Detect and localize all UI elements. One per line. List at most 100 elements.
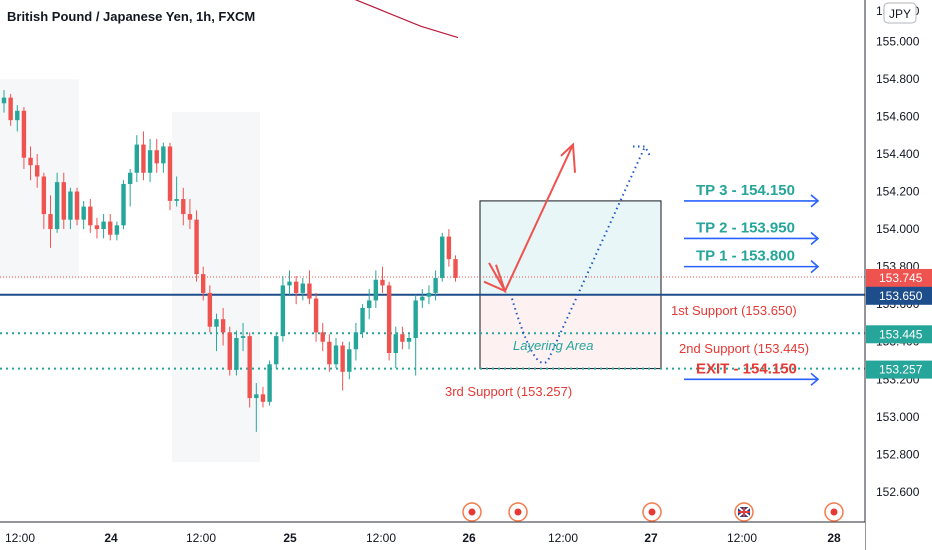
candle[interactable] — [181, 187, 186, 226]
uk-flag-icon[interactable] — [734, 502, 754, 522]
candle-body — [274, 336, 279, 365]
currency-badge[interactable]: JPY — [883, 2, 917, 24]
candle-body — [413, 300, 418, 338]
candle[interactable] — [68, 187, 73, 230]
candle[interactable] — [260, 386, 266, 408]
candle-body — [247, 336, 252, 399]
candle[interactable] — [134, 135, 139, 183]
candle[interactable] — [380, 266, 385, 293]
time-tick-label: 28 — [827, 531, 841, 545]
candle[interactable] — [373, 270, 379, 308]
candle[interactable] — [201, 266, 206, 301]
candle[interactable] — [167, 142, 173, 211]
candle[interactable] — [234, 330, 239, 376]
candle[interactable] — [154, 138, 159, 173]
candle[interactable] — [141, 131, 146, 181]
candle-body — [147, 150, 153, 173]
tp3-arrowhead — [810, 194, 820, 208]
candle[interactable] — [367, 289, 372, 320]
candle[interactable] — [274, 332, 279, 369]
support-2-badge-box — [866, 325, 932, 344]
candle[interactable] — [48, 195, 53, 248]
support-3-badge[interactable]: 153.257 — [866, 360, 932, 379]
candle[interactable] — [413, 294, 418, 376]
candle[interactable] — [440, 232, 445, 282]
candle[interactable] — [386, 281, 392, 361]
candle[interactable] — [147, 138, 153, 183]
candle[interactable] — [15, 105, 20, 132]
candle[interactable] — [214, 313, 219, 352]
candle[interactable] — [54, 172, 60, 233]
candle[interactable] — [227, 326, 232, 376]
candle[interactable] — [426, 285, 432, 305]
candle[interactable] — [420, 289, 425, 308]
candle[interactable] — [340, 341, 345, 391]
candle[interactable] — [35, 153, 40, 188]
candle[interactable] — [114, 221, 120, 241]
candle-body — [433, 277, 438, 293]
candle[interactable] — [127, 168, 133, 207]
price-tick-label: 155.000 — [876, 34, 920, 48]
candle[interactable] — [320, 322, 325, 352]
economic-event-icon[interactable] — [642, 502, 662, 522]
event-dot — [648, 508, 656, 516]
candle[interactable] — [267, 360, 272, 406]
candle[interactable] — [21, 107, 27, 169]
candle[interactable] — [174, 176, 179, 207]
candle[interactable] — [101, 214, 106, 239]
candle[interactable] — [280, 276, 286, 342]
support-1-badge-text: 153.650 — [879, 289, 923, 303]
candle[interactable] — [353, 322, 359, 361]
economic-event-icon[interactable] — [824, 502, 844, 522]
economic-event-icon[interactable] — [508, 502, 528, 522]
candle[interactable] — [393, 326, 398, 369]
candle[interactable] — [61, 172, 66, 230]
support-2-label: 2nd Support (153.445) — [679, 341, 809, 356]
candle[interactable] — [207, 285, 213, 333]
candle[interactable] — [8, 93, 13, 126]
candle[interactable] — [446, 229, 452, 267]
candle[interactable] — [88, 199, 93, 233]
support-1-badge[interactable]: 153.650 — [866, 286, 932, 305]
candle[interactable] — [313, 292, 319, 342]
candle[interactable] — [300, 277, 305, 301]
candle[interactable] — [81, 200, 86, 230]
candle[interactable] — [220, 307, 226, 346]
candle[interactable] — [360, 304, 365, 338]
time-axis[interactable]: 12:00 24 12:00 25 12:00 26 12:00 27 12:00 28 — [0, 521, 865, 550]
candle[interactable] — [121, 180, 126, 230]
candle[interactable] — [240, 322, 246, 352]
candle[interactable] — [433, 270, 438, 301]
candle[interactable] — [94, 217, 100, 239]
candle[interactable] — [108, 214, 113, 241]
candle[interactable] — [307, 270, 312, 305]
candle[interactable] — [347, 341, 352, 380]
candle[interactable] — [194, 210, 199, 282]
economic-event-icon[interactable] — [462, 502, 482, 522]
event-markers[interactable] — [462, 502, 844, 522]
candle[interactable] — [187, 199, 193, 230]
candle-body — [154, 150, 159, 164]
candle[interactable] — [247, 332, 252, 408]
candle[interactable] — [74, 187, 80, 226]
candle-body — [108, 221, 113, 235]
candle-body — [380, 279, 385, 286]
candle[interactable] — [161, 142, 166, 173]
candle[interactable] — [400, 326, 405, 350]
candle[interactable] — [333, 337, 339, 369]
candle[interactable] — [293, 276, 299, 305]
candle[interactable] — [254, 383, 259, 432]
candle[interactable] — [1, 90, 7, 113]
candle[interactable] — [287, 270, 292, 295]
candle[interactable] — [28, 146, 33, 181]
candle-body — [254, 394, 259, 399]
candle[interactable] — [453, 255, 458, 282]
candle[interactable] — [41, 172, 47, 230]
price-axis[interactable]: 155.000 154.800 154.600 154.400 154.200 154.0… — [864, 0, 932, 550]
candle-body — [260, 394, 266, 402]
candle-body — [207, 292, 213, 327]
candle-body — [267, 364, 272, 402]
support-2-badge[interactable]: 153.445 — [866, 325, 932, 344]
candle[interactable] — [406, 334, 412, 350]
candle[interactable] — [327, 334, 332, 372]
